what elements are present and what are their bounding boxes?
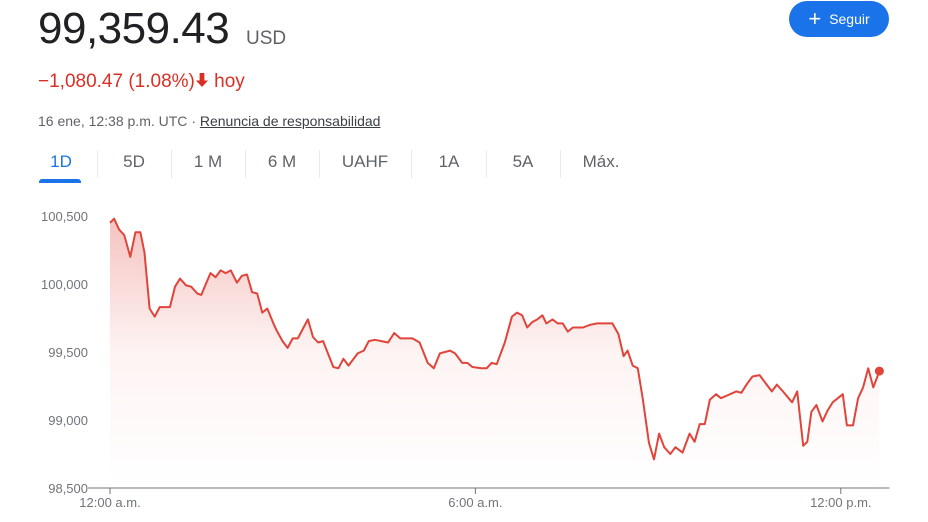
change-period: hoy — [214, 71, 245, 92]
tab-divider — [411, 150, 412, 178]
tab-divider — [245, 150, 246, 178]
x-tick-label: 6:00 a.m. — [448, 495, 502, 510]
change-value: −1,080.47 (1.08%) — [38, 71, 195, 92]
follow-label: Seguir — [829, 11, 870, 27]
tab-6m[interactable]: 6 M — [267, 152, 297, 171]
tab-divider — [319, 150, 320, 178]
x-tick-label: 12:00 p.m. — [810, 495, 871, 510]
separator: · — [191, 113, 196, 129]
arrow-down-icon — [195, 71, 209, 92]
quote-meta: 16 ene, 12:38 p.m. UTC · Renuncia de res… — [38, 113, 380, 129]
y-tick-label: 99,000 — [48, 413, 88, 428]
tab-5d[interactable]: 5D — [123, 152, 145, 171]
last-price-marker — [874, 366, 884, 376]
range-tabs: 1D 5D 1 M 6 M UAHF 1A 5A Máx. — [0, 148, 928, 184]
tab-divider — [97, 150, 98, 178]
price-area-fill — [110, 218, 880, 488]
y-tick-label: 100,000 — [41, 277, 88, 292]
price-value: 99,359.43 — [38, 4, 230, 53]
x-tick-label: 12:00 a.m. — [79, 495, 140, 510]
tab-divider — [171, 150, 172, 178]
tab-1y[interactable]: 1A — [438, 152, 460, 171]
tab-max[interactable]: Máx. — [582, 152, 620, 171]
tab-ytd[interactable]: UAHF — [341, 152, 389, 171]
price-chart[interactable]: 100,500 100,000 99,500 99,000 98,500 12:00 a… — [0, 195, 928, 522]
tab-1m[interactable]: 1 M — [193, 152, 223, 171]
tab-divider — [560, 150, 561, 178]
timestamp: 16 ene, 12:38 p.m. UTC — [38, 113, 188, 129]
price-change: −1,080.47 (1.08%) hoy — [38, 71, 245, 93]
follow-button[interactable]: + Seguir — [789, 1, 889, 37]
tab-5y[interactable]: 5A — [512, 152, 534, 171]
y-tick-label: 98,500 — [48, 481, 88, 496]
tab-1d[interactable]: 1D — [50, 152, 72, 171]
active-tab-indicator — [39, 179, 81, 183]
y-tick-label: 99,500 — [48, 345, 88, 360]
plus-icon: + — [808, 6, 822, 31]
price-line — [109, 217, 881, 461]
y-tick-label: 100,500 — [41, 209, 88, 224]
currency-label: USD — [246, 28, 287, 49]
disclaimer-link[interactable]: Renuncia de responsabilidad — [199, 113, 381, 129]
tab-divider — [486, 150, 487, 178]
